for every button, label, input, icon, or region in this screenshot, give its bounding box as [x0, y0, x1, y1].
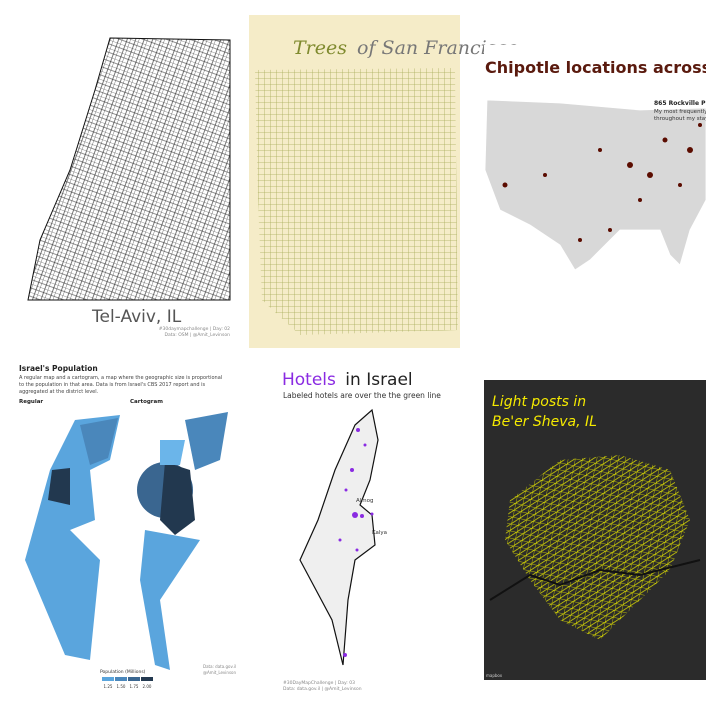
legend-tick-label: 2.00 — [143, 684, 152, 689]
locations — [502, 123, 702, 242]
title-highlight: Hotels — [282, 370, 336, 390]
credit: #30daymapchallenge | Day: 02 — [159, 326, 230, 332]
annotation-text: throughout my stay in — [654, 116, 716, 122]
panel-hotels: Hotels in Israel Labeled hotels are over… — [282, 370, 441, 692]
legend-swatch — [115, 677, 127, 681]
subtitle: to the population in that area. Data is … — [19, 382, 206, 388]
credit: Data: OSM | @Amit_Levinson — [165, 332, 231, 338]
legend-swatch — [128, 677, 140, 681]
panel-title: Hotels in Israel — [282, 370, 413, 390]
legend: 1.25 1.50 1.75 2.00 — [102, 677, 153, 689]
us-map — [484, 99, 706, 271]
credit: Data: data.gov.il — [203, 664, 236, 669]
subtitle: aggregated at the district level. — [19, 389, 99, 395]
annotation-title: 865 Rockville Pike — [654, 100, 716, 107]
cartogram-district — [185, 412, 228, 470]
panel-tel-aviv: Tel-Aviv, IL #30daymapchallenge | Day: 0… — [20, 35, 232, 345]
hotel-label: Kalya — [372, 530, 387, 536]
hotels — [338, 428, 374, 657]
panel-title: Be'er Sheva, IL — [492, 414, 597, 430]
legend-swatch — [141, 677, 153, 681]
district — [48, 468, 70, 505]
title-rest: of San Francisco — [357, 37, 519, 59]
panel-sf: Trees of San Francisco — [249, 15, 519, 348]
panel-title: Tel-Aviv, IL — [91, 307, 182, 327]
subtitle: A regular map and a cartogram, a map whe… — [19, 375, 222, 381]
river — [489, 559, 701, 601]
panel-chipotle: Chipotle locations across the US 865 Roc… — [484, 45, 720, 280]
cartogram-district — [140, 530, 200, 670]
legend-tick-label: 1.50 — [117, 684, 126, 689]
street-map — [255, 68, 458, 335]
israel-outline — [299, 408, 379, 666]
street-map — [27, 37, 231, 301]
title-rest: in Israel — [345, 370, 412, 390]
panel-title: Trees of San Francisco — [293, 37, 519, 59]
credit: @Amit_Levinson — [203, 670, 236, 675]
title-highlight: Trees — [293, 37, 347, 59]
cartogram-district — [160, 462, 195, 535]
panel-title: Israel's Population — [19, 364, 98, 373]
subtitle: Labeled hotels are over the the green li… — [283, 391, 441, 400]
street-map — [505, 455, 690, 640]
panel-beer-sheva: Light posts in Be'er Sheva, IL mapbox — [484, 380, 706, 680]
map-label: Cartogram — [130, 399, 163, 405]
cartogram-district — [160, 440, 185, 465]
map-label: Regular — [19, 399, 43, 405]
panel-population: Israel's Population A regular map and a … — [19, 364, 236, 689]
district — [80, 418, 118, 465]
panel-title: Chipotle locations across the US — [485, 58, 720, 77]
credit: Data: data.gov.il | @Amit_Levinson — [283, 686, 362, 692]
attribution: mapbox — [486, 673, 503, 678]
legend-tick-label: 1.25 — [104, 684, 113, 689]
annotation-text: My most frequently vi — [654, 109, 714, 115]
regular-map — [25, 415, 120, 660]
legend-swatch — [102, 677, 114, 681]
panel-title: Light posts in — [492, 394, 586, 410]
legend-tick-label: 1.75 — [130, 684, 139, 689]
legend-title: Population (Millions) — [100, 669, 146, 675]
credit: #30DayMapChallenge | Day: 03 — [283, 680, 355, 686]
hotel-label: Almog — [356, 498, 374, 504]
